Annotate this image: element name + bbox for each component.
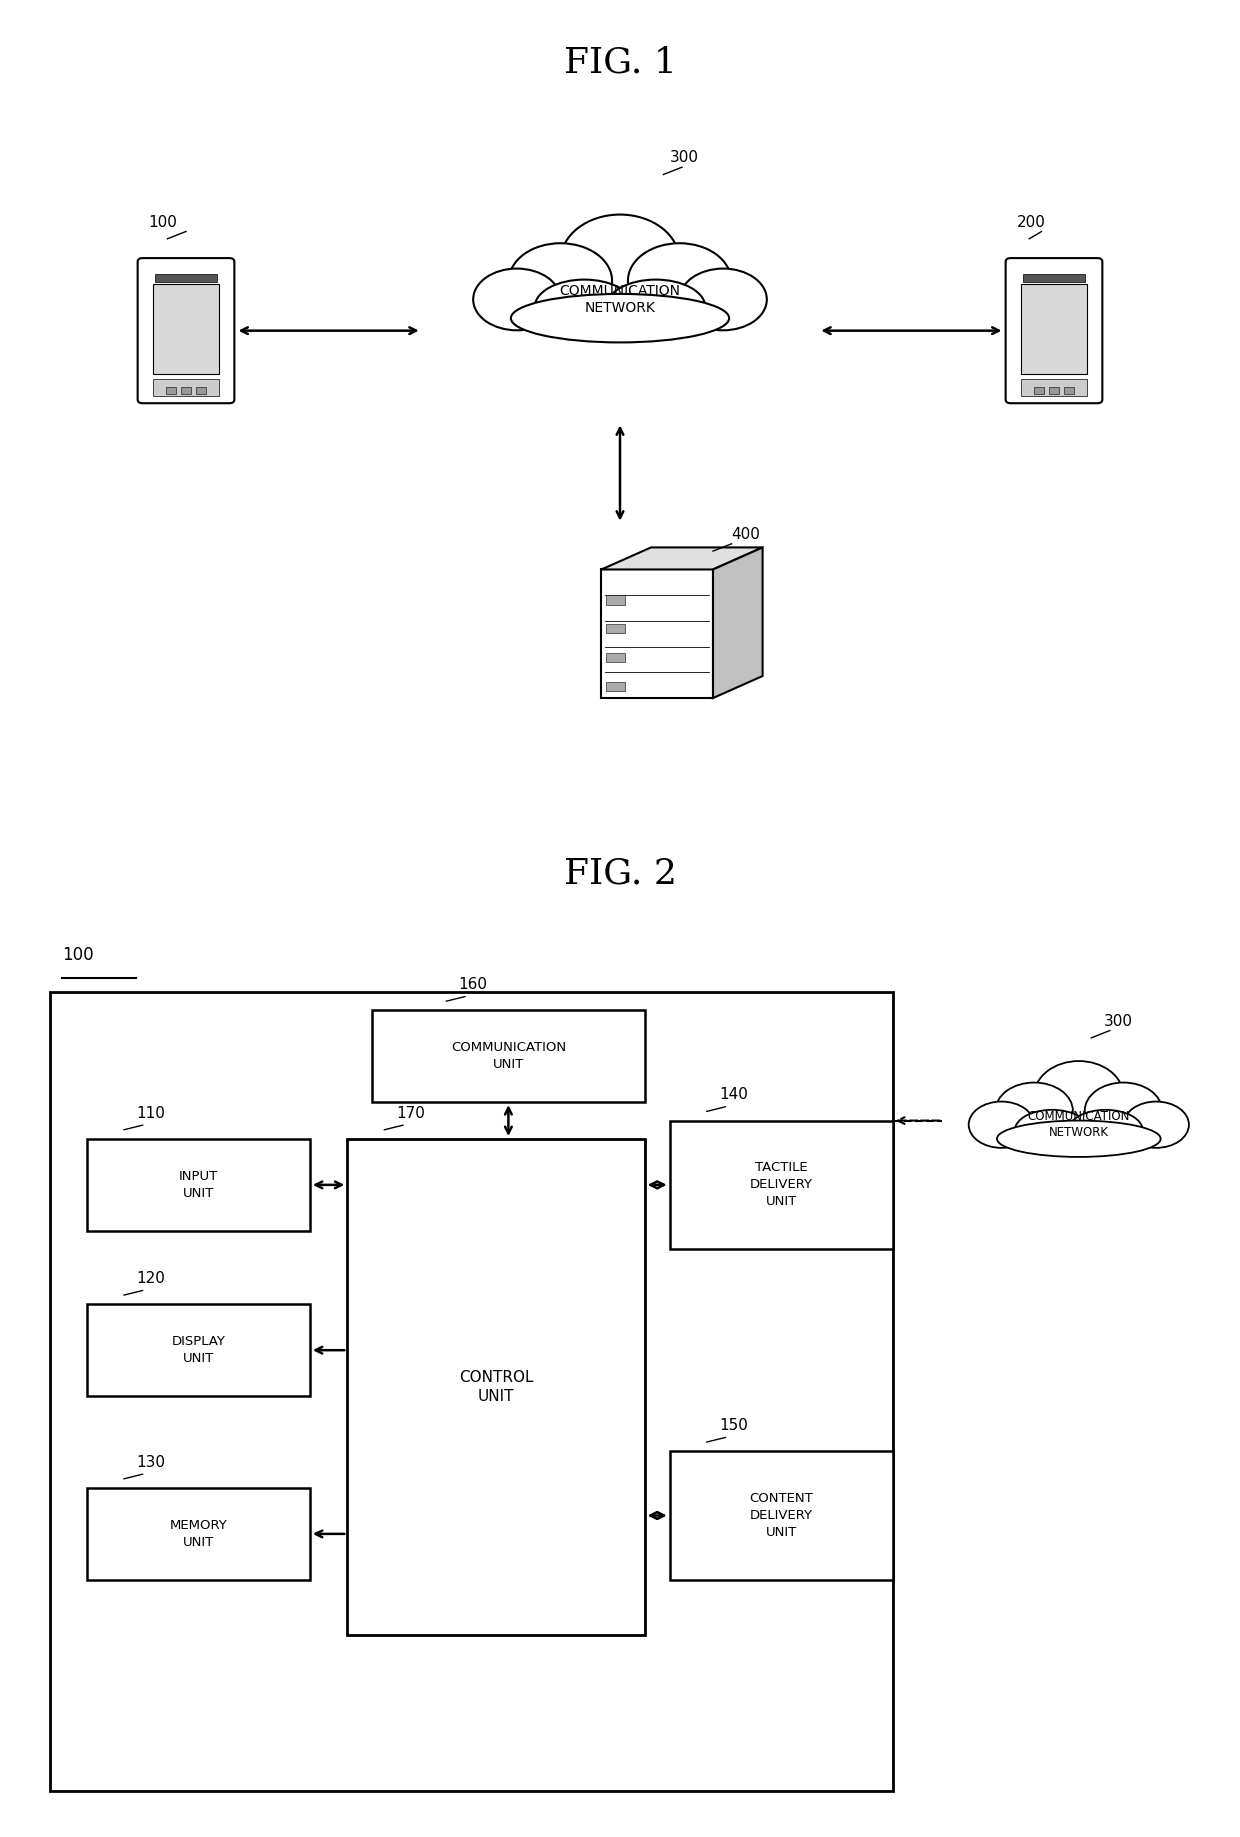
Bar [606, 682, 625, 691]
Text: MEMORY
UNIT: MEMORY UNIT [170, 1519, 227, 1549]
Text: 100: 100 [62, 946, 94, 964]
Ellipse shape [996, 1082, 1073, 1139]
Text: INPUT
UNIT: INPUT UNIT [179, 1170, 218, 1200]
Text: 200: 200 [1017, 215, 1045, 230]
Ellipse shape [511, 294, 729, 342]
Bar [153, 380, 219, 397]
FancyBboxPatch shape [138, 257, 234, 404]
Text: TACTILE
DELIVERY
UNIT: TACTILE DELIVERY UNIT [750, 1161, 812, 1209]
Ellipse shape [508, 242, 613, 318]
Bar [166, 386, 176, 393]
Text: 300: 300 [1104, 1014, 1132, 1029]
Polygon shape [713, 547, 763, 698]
Ellipse shape [1034, 1062, 1123, 1130]
Bar [347, 1139, 645, 1635]
Bar [670, 1451, 893, 1580]
Ellipse shape [627, 242, 732, 318]
Text: COMMUNICATION
NETWORK: COMMUNICATION NETWORK [559, 283, 681, 316]
Text: CONTROL
UNIT: CONTROL UNIT [459, 1370, 533, 1403]
Bar [87, 1488, 310, 1580]
Ellipse shape [1069, 1110, 1143, 1152]
Text: DISPLAY
UNIT: DISPLAY UNIT [171, 1335, 226, 1365]
Bar [601, 569, 713, 698]
Ellipse shape [474, 268, 560, 331]
Bar [1049, 386, 1059, 393]
Bar [50, 992, 893, 1791]
Bar [87, 1304, 310, 1396]
Bar [155, 274, 217, 281]
Bar [606, 625, 625, 634]
Text: 400: 400 [732, 527, 760, 542]
Text: FIG. 1: FIG. 1 [563, 46, 677, 81]
Bar [1021, 380, 1087, 397]
Bar [606, 595, 625, 604]
Text: 170: 170 [397, 1106, 425, 1121]
Bar [1021, 283, 1087, 373]
FancyBboxPatch shape [1006, 257, 1102, 404]
Bar [670, 1121, 893, 1249]
Text: FIG. 2: FIG. 2 [563, 856, 677, 891]
Text: COMMUNICATION
UNIT: COMMUNICATION UNIT [451, 1042, 565, 1071]
Bar [1023, 274, 1085, 281]
Ellipse shape [534, 279, 634, 334]
Text: 100: 100 [149, 215, 177, 230]
Text: COMMUNICATION
NETWORK: COMMUNICATION NETWORK [1028, 1110, 1130, 1139]
Text: 110: 110 [136, 1106, 165, 1121]
Bar [181, 386, 191, 393]
Bar [606, 652, 625, 661]
Bar [1064, 386, 1074, 393]
Ellipse shape [606, 279, 706, 334]
Bar [153, 283, 219, 373]
Polygon shape [601, 547, 763, 569]
Text: 120: 120 [136, 1271, 165, 1286]
Text: 150: 150 [719, 1418, 748, 1433]
Ellipse shape [997, 1121, 1161, 1157]
Text: 140: 140 [719, 1088, 748, 1102]
Bar [87, 1139, 310, 1231]
Ellipse shape [1123, 1102, 1189, 1148]
Bar [1034, 386, 1044, 393]
Ellipse shape [1014, 1110, 1089, 1152]
Text: 130: 130 [136, 1455, 165, 1470]
Text: 160: 160 [459, 977, 487, 992]
Ellipse shape [968, 1102, 1034, 1148]
Text: CONTENT
DELIVERY
UNIT: CONTENT DELIVERY UNIT [749, 1492, 813, 1539]
Ellipse shape [1085, 1082, 1162, 1139]
Ellipse shape [560, 215, 680, 307]
Text: 300: 300 [670, 151, 698, 165]
Bar [372, 1010, 645, 1102]
Ellipse shape [680, 268, 766, 331]
Bar [196, 386, 206, 393]
